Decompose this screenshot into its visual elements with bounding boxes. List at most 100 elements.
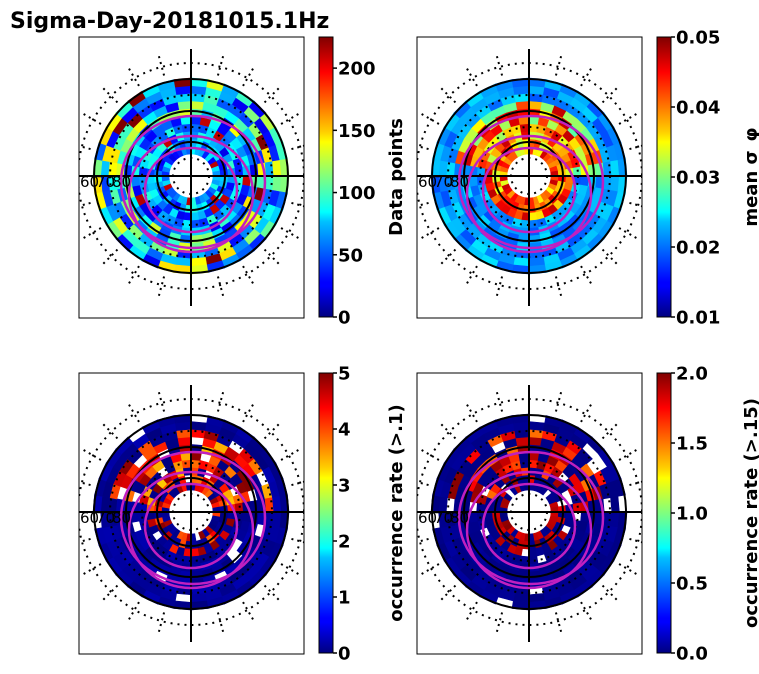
mlat-label: 70 bbox=[96, 509, 115, 527]
auroral-oval-boundary bbox=[481, 146, 577, 234]
figure-title: Sigma-Day-20181015.1Hz bbox=[10, 9, 329, 34]
colorbar-tick-label: 0.02 bbox=[676, 238, 720, 259]
mlt-spoke bbox=[629, 537, 642, 544]
colorbar-tick-label: 4 bbox=[338, 420, 351, 441]
heatmap-bin bbox=[177, 100, 192, 110]
mlt-spoke bbox=[464, 400, 478, 423]
mlt-spoke bbox=[242, 601, 256, 624]
heatmap-bin bbox=[528, 548, 538, 558]
mlt-spoke bbox=[494, 52, 504, 76]
mlt-spoke bbox=[280, 447, 303, 461]
mlat-label: 60 bbox=[80, 509, 99, 527]
colorbar-tick-label: 1.5 bbox=[676, 434, 708, 455]
mlt-spoke bbox=[601, 584, 621, 604]
mlt-spoke bbox=[126, 400, 140, 423]
colorbar-tick-label: 0.05 bbox=[676, 28, 720, 49]
mlt-spoke bbox=[291, 480, 304, 487]
mlt-spoke bbox=[601, 420, 621, 440]
mlt-spoke bbox=[464, 601, 478, 624]
mlt-spoke bbox=[601, 84, 621, 104]
heatmap-bin bbox=[528, 100, 543, 110]
mlt-spoke bbox=[554, 276, 564, 300]
colorbar-label: occurrence rate (>.1) bbox=[386, 404, 407, 621]
mlt-spoke bbox=[263, 420, 283, 440]
mlt-spoke bbox=[216, 52, 226, 76]
mlt-spoke bbox=[126, 64, 140, 87]
mlt-spoke bbox=[280, 227, 303, 241]
mlt-spoke bbox=[494, 388, 504, 412]
mlt-spoke bbox=[618, 447, 641, 461]
heatmap-bin bbox=[190, 555, 201, 565]
mlat-label: 70 bbox=[434, 173, 453, 191]
mlt-spoke bbox=[263, 248, 283, 268]
mlt-spoke bbox=[99, 84, 119, 104]
colorbar-tick-label: 5 bbox=[338, 364, 351, 385]
mlat-label: 60 bbox=[80, 173, 99, 191]
mlt-spoke bbox=[629, 480, 642, 487]
mlt-spoke bbox=[417, 111, 440, 125]
mlt-spoke bbox=[494, 276, 504, 300]
auroral-oval-boundary bbox=[143, 482, 239, 570]
mlt-spoke bbox=[126, 601, 140, 624]
mlt-spoke bbox=[554, 52, 564, 76]
mlt-spoke bbox=[494, 612, 504, 636]
mlt-spoke bbox=[263, 584, 283, 604]
heatmap-bin bbox=[515, 436, 530, 446]
mlt-spoke bbox=[580, 400, 594, 423]
mlt-spoke bbox=[580, 601, 594, 624]
mlt-spoke bbox=[216, 388, 226, 412]
heatmap-bin bbox=[528, 555, 539, 565]
colorbar-tick-label: 200 bbox=[338, 59, 376, 80]
mlat-label: 80 bbox=[112, 173, 131, 191]
mlt-spoke bbox=[99, 584, 119, 604]
mlt-spoke bbox=[291, 144, 304, 151]
auroral-oval-boundary bbox=[143, 146, 239, 234]
colorbar-1: 0 50 100 150 200 Data points bbox=[318, 36, 407, 329]
mlt-spoke bbox=[437, 84, 457, 104]
heatmap-bin bbox=[190, 548, 200, 558]
mlt-spoke bbox=[437, 420, 457, 440]
heatmap-bin bbox=[610, 495, 620, 513]
mlt-spoke bbox=[417, 227, 440, 241]
colorbar-4: 0.0 0.5 1.0 1.5 2.0 occurrence rate (>.15) bbox=[656, 364, 759, 665]
mlat-label: 80 bbox=[450, 173, 469, 191]
auroral-oval-boundary bbox=[127, 134, 255, 254]
colorbar-tick-label: 0 bbox=[338, 644, 351, 665]
colorbar-tick-label: 150 bbox=[338, 121, 376, 142]
colorbar-tick-label: 0.01 bbox=[676, 308, 720, 329]
colorbar-label: occurrence rate (>.15) bbox=[741, 398, 759, 628]
mlt-spoke bbox=[417, 563, 440, 577]
mlt-spoke bbox=[242, 265, 256, 288]
colorbar-tick-label: 0.5 bbox=[676, 574, 708, 595]
colorbar-2: 0.01 0.02 0.03 0.04 0.05 mean σ_φ bbox=[656, 28, 759, 329]
mlt-spoke bbox=[464, 64, 478, 87]
auroral-oval-boundary bbox=[457, 450, 605, 586]
mlt-spoke bbox=[156, 52, 166, 76]
colorbar-gradient bbox=[318, 36, 334, 318]
colorbar-3: 0 1 2 3 4 5 occurrence rate (>.1) bbox=[318, 364, 407, 665]
mlt-spoke bbox=[79, 227, 102, 241]
mlt-spoke bbox=[79, 563, 102, 577]
colorbar-gradient bbox=[656, 372, 672, 654]
mlt-spoke bbox=[618, 227, 641, 241]
auroral-oval-boundary bbox=[127, 470, 255, 590]
mlt-spoke bbox=[216, 276, 226, 300]
heatmap-bin bbox=[190, 219, 201, 229]
auroral-oval-boundary bbox=[119, 114, 267, 250]
mlt-spoke bbox=[437, 248, 457, 268]
mlt-spoke bbox=[280, 563, 303, 577]
mlt-spoke bbox=[417, 447, 440, 461]
heatmap-bin bbox=[115, 436, 134, 455]
heatmap-bin bbox=[528, 436, 543, 446]
auroral-oval-boundary bbox=[119, 450, 267, 586]
colorbar-tick-label: 3 bbox=[338, 476, 351, 497]
mlt-spoke bbox=[291, 537, 304, 544]
mlt-spoke bbox=[618, 111, 641, 125]
mlt-spoke bbox=[156, 388, 166, 412]
mlt-spoke bbox=[629, 201, 642, 208]
